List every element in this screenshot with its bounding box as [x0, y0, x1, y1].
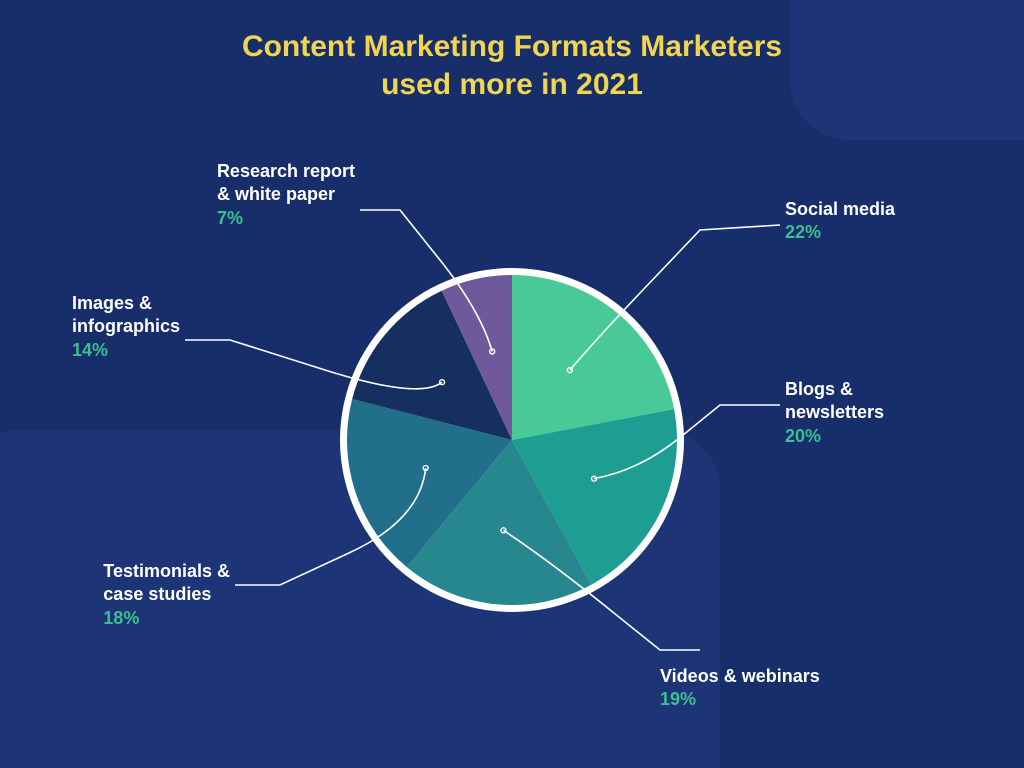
- slice-label-pct: 19%: [660, 688, 820, 711]
- slice-label-name: Research report& white paper: [217, 160, 355, 207]
- slice-label-pct: 22%: [785, 221, 895, 244]
- slice-label-name: Social media: [785, 198, 895, 221]
- slice-label: Images &infographics14%: [72, 292, 180, 362]
- slice-label-pct: 18%: [103, 607, 230, 630]
- slice-label: Testimonials &case studies18%: [103, 560, 230, 630]
- slice-label: Research report& white paper7%: [217, 160, 355, 230]
- slice-label-name: Blogs &newsletters: [785, 378, 884, 425]
- slice-label-pct: 14%: [72, 339, 180, 362]
- slice-label-pct: 20%: [785, 425, 884, 448]
- slice-label-pct: 7%: [217, 207, 355, 230]
- slice-label: Social media22%: [785, 198, 895, 245]
- slice-label-name: Videos & webinars: [660, 665, 820, 688]
- slice-label-name: Testimonials &case studies: [103, 560, 230, 607]
- slice-label: Videos & webinars19%: [660, 665, 820, 712]
- slice-label: Blogs &newsletters20%: [785, 378, 884, 448]
- slice-label-name: Images &infographics: [72, 292, 180, 339]
